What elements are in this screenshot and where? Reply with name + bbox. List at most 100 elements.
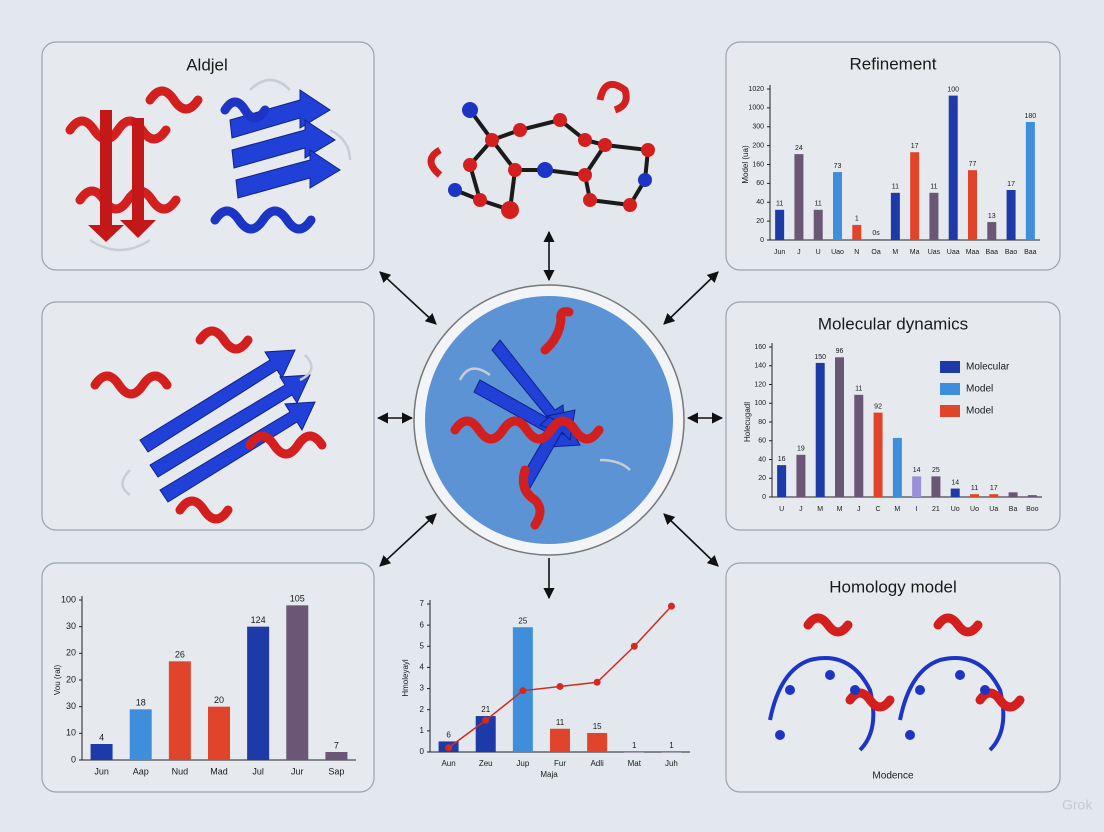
legend-label: Molecular [966,362,1010,373]
y-tick-label: 0 [760,237,764,244]
x-tick-label: Zeu [479,759,493,768]
bar-annotation: 25 [518,616,527,625]
bar-annotation: 17 [911,143,919,150]
bar [835,357,844,497]
y-tick-label: 160 [752,161,764,168]
bar [912,476,922,497]
x-tick-label: Juh [665,759,678,768]
y-tick-label: 1000 [748,105,764,112]
x-tick-label: Ua [989,506,998,513]
bar-annotation: 19 [797,446,805,453]
x-tick-label: Adli [590,759,604,768]
bar-annotation: 1 [855,216,859,223]
x-tick-label: Jun [94,766,109,776]
bar-annotation: 21 [481,705,490,714]
bar-annotation: 11 [930,184,937,191]
x-tick-label: J [857,506,861,513]
y-tick-label: 20 [66,674,76,684]
bar-annotation: 17 [1007,181,1015,188]
x-tick-label: C [876,506,881,513]
bar-annotation: 0s [872,230,880,237]
x-tick-label: Maa [966,249,980,256]
x-tick-label: Aun [441,759,455,768]
x-tick-label: N [854,249,859,256]
bar-annotation: 1 [669,741,674,750]
arrows [376,230,724,600]
y-tick-label: 4 [420,663,425,672]
y-tick-label: 60 [756,180,764,187]
molecule [427,80,655,219]
y-tick-label: 2 [420,705,425,714]
x-tick-label: Nud [172,766,189,776]
bar-annotation: 20 [214,695,224,705]
bar [550,728,570,752]
legend-swatch [940,361,960,373]
bar [624,752,645,753]
bar-annotation: 11 [556,718,565,727]
x-tick-label: M [837,506,843,513]
y-tick-label: 10 [66,728,76,738]
chart-title: Molecular dynamics [818,314,968,333]
y-tick-label: 80 [758,419,766,426]
y-tick-label: 30 [66,621,76,631]
bar [661,752,682,753]
x-tick-label: Bao [1005,249,1018,256]
x-tick-label: Mat [628,759,642,768]
bar-annotation: 15 [593,722,602,731]
y-tick-label: 7 [420,599,425,608]
protein-illustration [768,613,1025,752]
bar-annotation: 100 [947,86,959,93]
x-tick-label: Mad [210,766,228,776]
line-marker [593,678,601,686]
x-tick-label: Jun [774,249,785,256]
bar [1027,495,1037,497]
panel [41,41,375,271]
bar [890,192,900,240]
bar [892,437,902,497]
bar [796,454,806,497]
x-tick-label: Jul [252,766,264,776]
bar [475,716,496,752]
bar-annotation: 16 [778,456,786,463]
bar [910,152,920,240]
bar [871,239,881,240]
y-tick-label: 120 [754,381,766,388]
y-tick-label: 40 [758,456,766,463]
y-tick-label: 20 [756,218,764,225]
bar [873,412,883,497]
bar-annotation: 6 [446,731,451,740]
bar [833,172,842,240]
bar-annotation: 18 [136,698,146,708]
panel-title: Homology model [829,577,957,596]
bar-annotation: 11 [892,184,899,191]
x-tick-label: Baa [986,249,999,256]
x-tick-label: Uo [951,506,960,513]
bar [1008,492,1018,497]
line-marker [445,744,453,752]
bar [208,706,230,760]
watermark: Grok [1062,797,1093,813]
bar [929,192,939,240]
legend-label: Model [966,384,993,395]
bar-annotation: 11 [776,201,783,208]
x-tick-label: Ma [910,249,920,256]
x-tick-label: Boo [1026,506,1039,513]
x-tick-label: Jur [291,766,304,776]
y-tick-label: 0 [420,747,425,756]
panel-title: Aldjel [186,55,228,74]
bar-annotation: 26 [175,650,185,660]
line-marker [630,642,638,650]
y-tick-label: 6 [420,620,425,629]
bar-annotation: 14 [913,467,921,474]
x-tick-label: Baa [1024,249,1037,256]
bar-annotation: 180 [1025,113,1037,120]
x-tick-label: Jup [516,759,529,768]
bar [777,465,787,497]
bar [587,732,608,752]
line-marker [556,682,564,690]
y-tick-label: 0 [71,754,76,764]
x-tick-label: Uo [970,506,979,513]
line-marker [482,716,490,724]
y-tick-label: 5 [420,641,425,650]
